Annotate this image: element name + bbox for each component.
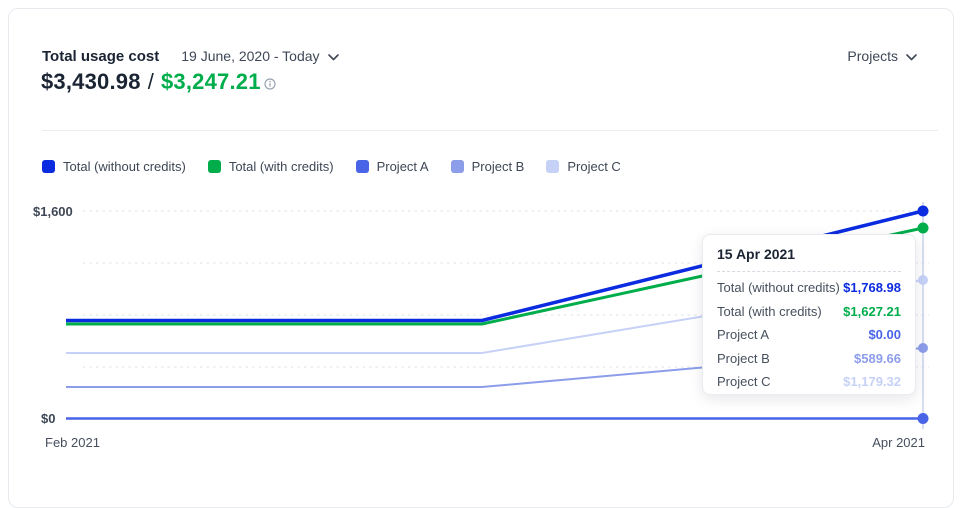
- legend-item-project-c[interactable]: Project C: [546, 159, 621, 174]
- y-axis-tick-0: $0: [41, 411, 56, 426]
- header-divider: [42, 130, 938, 131]
- hover-dot-project-c: [918, 275, 928, 285]
- hover-dot-total-with-credits: [917, 222, 929, 234]
- tooltip-row-value: $1,179.32: [843, 374, 901, 390]
- legend-swatch: [207, 160, 221, 173]
- page-title: Total usage cost: [42, 47, 160, 65]
- tooltip-row: Total (with credits) $1,627.21: [717, 300, 901, 324]
- tooltip-row-value: $589.66: [854, 350, 901, 366]
- total-without-credits-amount: $3,430.98: [41, 69, 141, 94]
- x-axis-tick-feb-2021: Feb 2021: [45, 435, 100, 450]
- legend-swatch: [42, 160, 55, 173]
- tooltip-divider: [717, 271, 901, 272]
- tooltip-row: Project B $589.66: [717, 347, 901, 371]
- legend-swatch: [546, 160, 560, 173]
- card-header: Total usage cost 19 June, 2020 - Today P…: [42, 47, 917, 65]
- legend-swatch: [450, 160, 464, 173]
- tooltip-row-label: Total (with credits): [717, 303, 822, 319]
- legend-swatch: [355, 160, 369, 173]
- tooltip-row: Project A $0.00: [717, 323, 901, 347]
- legend-label: Total (without credits): [63, 159, 186, 174]
- x-axis-tick-apr-2021: Apr 2021: [872, 435, 925, 450]
- chart-tooltip: 15 Apr 2021 Total (without credits) $1,7…: [702, 234, 916, 395]
- y-axis-tick-1600: $1,600: [33, 204, 73, 219]
- tooltip-date: 15 Apr 2021: [717, 246, 796, 262]
- tooltip-row-label: Project A: [717, 327, 770, 343]
- chevron-down-icon: [327, 48, 339, 64]
- totals-row: $3,430.98 / $3,247.21: [41, 69, 276, 96]
- legend-item-project-a[interactable]: Project A: [355, 159, 429, 174]
- tooltip-row: Project C $1,179.32: [717, 370, 901, 394]
- tooltip-row-value: $1,627.21: [843, 303, 901, 319]
- tooltip-row-value: $0.00: [868, 327, 901, 343]
- legend-label: Project B: [471, 159, 525, 174]
- date-range-dropdown[interactable]: 19 June, 2020 - Today: [181, 48, 339, 64]
- chart-legend: Total (without credits) Total (with cred…: [42, 159, 621, 174]
- legend-label: Project A: [376, 159, 429, 174]
- legend-label: Project C: [567, 159, 621, 174]
- hover-dot-project-a: [917, 413, 929, 424]
- hover-dot-total-without-credits: [917, 205, 929, 217]
- legend-item-total-without-credits[interactable]: Total (without credits): [42, 159, 186, 174]
- tooltip-row-label: Project C: [717, 374, 771, 390]
- projects-dropdown[interactable]: Projects: [847, 48, 917, 64]
- chevron-down-icon: [906, 48, 917, 64]
- legend-item-total-with-credits[interactable]: Total (with credits): [207, 159, 334, 174]
- info-icon[interactable]: [264, 70, 276, 96]
- projects-dropdown-label: Projects: [847, 48, 898, 64]
- legend-item-project-b[interactable]: Project B: [450, 159, 525, 174]
- hover-dot-project-b: [918, 343, 928, 353]
- legend-label: Total (with credits): [228, 159, 334, 174]
- total-with-credits-amount: $3,247.21: [161, 69, 261, 94]
- amount-separator: /: [147, 69, 154, 94]
- tooltip-row-value: $1,768.98: [843, 280, 901, 296]
- tooltip-row-label: Total (without credits): [717, 280, 840, 296]
- date-range-label: 19 June, 2020 - Today: [181, 48, 320, 64]
- tooltip-row-label: Project B: [717, 350, 770, 366]
- tooltip-row: Total (without credits) $1,768.98: [717, 276, 901, 300]
